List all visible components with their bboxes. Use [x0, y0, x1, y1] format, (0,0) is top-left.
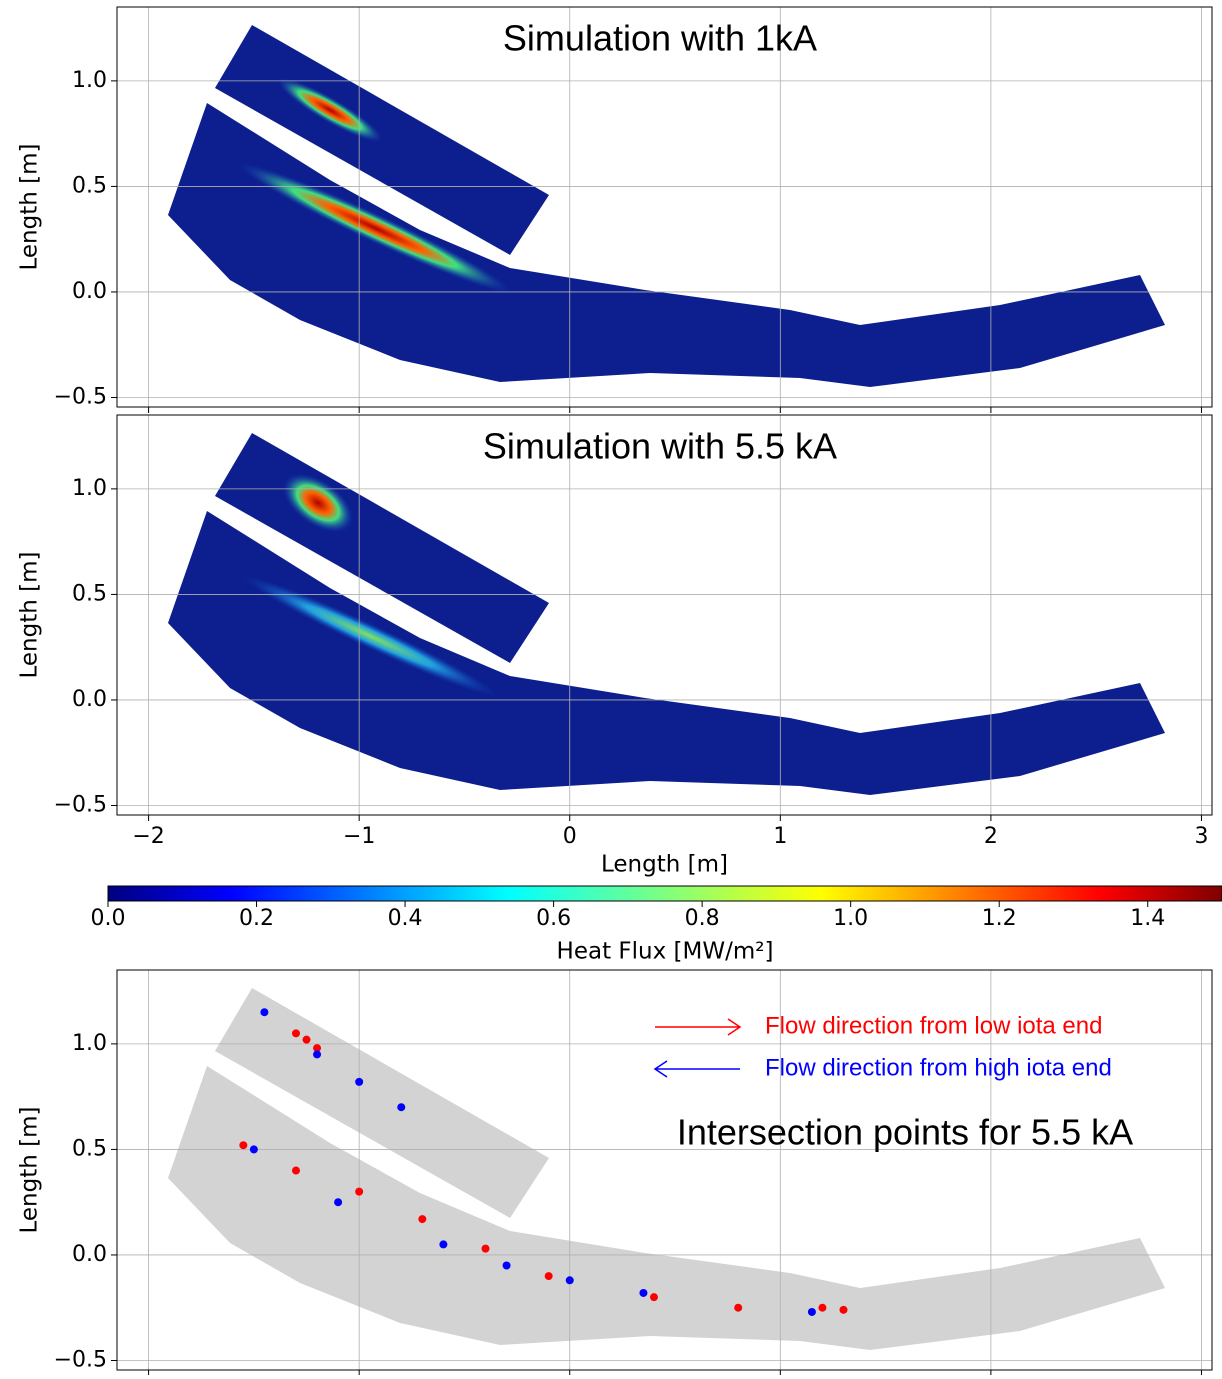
panel-title: Intersection points for 5.5 kA [677, 1112, 1133, 1153]
colorbar-tick-label: 1.4 [1130, 906, 1165, 931]
target-strip [168, 103, 1165, 387]
y-tick-label: 0.5 [72, 173, 107, 198]
x-tick-label: −1 [343, 824, 375, 849]
y-axis-label: Length [m] [17, 552, 43, 679]
y-tick-label: 0.0 [72, 687, 107, 712]
point [302, 1035, 311, 1044]
colorbar-tick-label: 0.0 [91, 906, 126, 931]
x-tick-label: 1 [773, 824, 787, 849]
y-tick-label: −0.5 [54, 385, 107, 410]
point [313, 1044, 322, 1053]
target-strip [168, 1066, 1165, 1350]
colorbar-tick-label: 0.6 [536, 906, 571, 931]
legend-label: Flow direction from high iota end [765, 1054, 1112, 1081]
y-tick-label: −0.5 [54, 793, 107, 818]
colorbar-tick-label: 0.8 [685, 906, 720, 931]
legend-label: Flow direction from low iota end [765, 1012, 1102, 1039]
axes-frame [116, 969, 1213, 1371]
point [260, 1008, 269, 1017]
point [565, 1276, 574, 1285]
point [239, 1141, 248, 1150]
x-tick-label: 2 [984, 824, 998, 849]
heat-spot [282, 473, 354, 533]
y-tick-label: 0.5 [72, 1136, 107, 1161]
point [481, 1244, 490, 1253]
target-tile [215, 988, 549, 1218]
point [502, 1261, 511, 1270]
point [734, 1303, 743, 1312]
point [249, 1145, 258, 1154]
colorbar-tick-label: 0.2 [239, 906, 274, 931]
y-tick-label: 0.0 [72, 1242, 107, 1267]
heat-spot [243, 575, 497, 697]
point [807, 1307, 816, 1316]
axes-frame [116, 414, 1213, 816]
point [291, 1166, 300, 1175]
y-tick-label: 0.5 [72, 581, 107, 606]
colorbar-tick-label: 1.2 [982, 906, 1017, 931]
heat-spot [277, 78, 383, 142]
y-axis-label: Length [m] [17, 1107, 43, 1234]
panel-title: Simulation with 5.5 kA [483, 426, 837, 467]
axes-frame [116, 6, 1213, 408]
target-strip [168, 511, 1165, 795]
point [418, 1215, 427, 1224]
x-tick-label: 3 [1194, 824, 1208, 849]
y-tick-label: 0.0 [72, 279, 107, 304]
legend-arrow [655, 1018, 742, 1036]
point [355, 1077, 364, 1086]
point [649, 1293, 658, 1302]
y-tick-label: 1.0 [72, 476, 107, 501]
point [818, 1303, 827, 1312]
colorbar-tick-label: 0.4 [388, 906, 423, 931]
point [355, 1187, 364, 1196]
point [544, 1272, 553, 1281]
x-axis-label: Length [m] [601, 852, 728, 878]
colorbar-label: Heat Flux [MW/m²] [557, 939, 774, 965]
colorbar-tick-label: 1.0 [833, 906, 868, 931]
heat-spot [238, 163, 512, 293]
point [313, 1050, 322, 1059]
point [639, 1288, 648, 1297]
x-tick-label: −2 [132, 824, 164, 849]
y-tick-label: 1.0 [72, 1031, 107, 1056]
point [439, 1240, 448, 1249]
legend-arrow [653, 1060, 740, 1078]
y-tick-label: 1.0 [72, 68, 107, 93]
colorbar [107, 885, 1222, 902]
point [291, 1029, 300, 1038]
panel-title: Simulation with 1kA [503, 18, 817, 59]
point [839, 1305, 848, 1314]
x-tick-label: 0 [563, 824, 577, 849]
point [334, 1198, 343, 1207]
y-axis-label: Length [m] [17, 144, 43, 271]
y-tick-label: −0.5 [54, 1348, 107, 1373]
point [397, 1103, 406, 1112]
